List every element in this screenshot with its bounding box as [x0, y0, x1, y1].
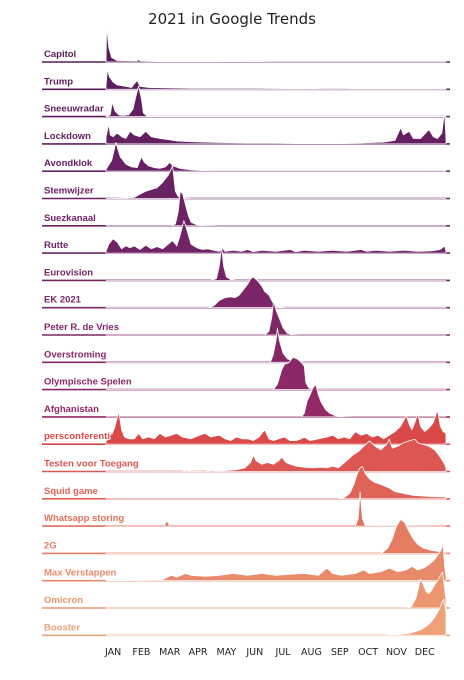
row-afghanistan: Afghanistan — [42, 384, 450, 418]
label-stemwijzer: Stemwijzer — [44, 186, 94, 197]
month-label-jun: JUN — [245, 647, 263, 658]
label-overstroming: Overstroming — [44, 349, 106, 360]
row-suezkanaal: Suezkanaal — [42, 191, 450, 227]
row-max-verstappen: Max Verstappen — [42, 544, 450, 582]
row-overstroming: Overstroming — [42, 327, 450, 364]
month-label-jul: JUL — [275, 647, 292, 658]
area-omicron — [105, 571, 447, 609]
row-rutte: Rutte — [42, 220, 450, 254]
label-suezkanaal: Suezkanaal — [44, 213, 96, 224]
row-capitol: Capitol — [42, 25, 450, 63]
area-whatsapp-storing — [105, 491, 447, 527]
row-trump: Trump — [42, 69, 450, 91]
month-label-nov: NOV — [386, 647, 407, 658]
row-booster: Booster — [42, 598, 450, 637]
row-2g: 2G — [42, 518, 450, 555]
label-max-verstappen: Max Verstappen — [44, 568, 117, 579]
area-eurovision — [105, 245, 447, 281]
area-persconferentie — [105, 409, 447, 445]
label-eurovision: Eurovision — [44, 267, 93, 278]
chart-title: 2021 in Google Trends — [148, 10, 316, 28]
label-persconferentie: persconferentie — [44, 431, 115, 442]
label-whatsapp-storing: Whatsapp storing — [44, 513, 124, 524]
area-peter-r-de-vries — [105, 300, 447, 336]
area-rutte — [105, 220, 447, 254]
area-stemwijzer — [105, 165, 447, 199]
row-whatsapp-storing: Whatsapp storing — [42, 491, 450, 527]
row-sneeuwradar: Sneeuwradar — [42, 85, 450, 118]
label-peter-r-de-vries: Peter R. de Vries — [44, 322, 119, 333]
area-lockdown — [105, 111, 447, 145]
area-olympische-spelen — [105, 356, 447, 390]
row-testen-voor-toegang: Testen voor Toegang — [42, 438, 450, 473]
label-lockdown: Lockdown — [44, 131, 91, 142]
month-label-aug: AUG — [301, 647, 322, 658]
label-ek-2021: EK 2021 — [44, 295, 82, 306]
label-2g: 2G — [44, 540, 57, 551]
label-capitol: Capitol — [44, 49, 76, 60]
month-label-dec: DEC — [415, 647, 435, 658]
row-omicron: Omicron — [42, 571, 450, 609]
area-capitol — [105, 25, 447, 63]
area-suezkanaal — [105, 191, 447, 227]
area-overstroming — [105, 327, 447, 363]
area-squid-game — [105, 466, 447, 500]
area-booster — [105, 598, 447, 636]
ridgeline-rows: Capitol Trump Sneeuwradar Lockdown Avondklok… — [42, 25, 450, 637]
row-avondklok: Avondklok — [42, 142, 450, 172]
label-afghanistan: Afghanistan — [44, 404, 99, 415]
area-testen-voor-toegang — [105, 438, 447, 472]
label-omicron: Omicron — [44, 595, 83, 606]
area-max-verstappen — [105, 544, 447, 582]
row-squid-game: Squid game — [42, 466, 450, 500]
label-testen-voor-toegang: Testen voor Toegang — [44, 459, 139, 470]
month-label-feb: FEB — [132, 647, 150, 658]
area-afghanistan — [105, 384, 447, 418]
month-label-sep: SEP — [331, 647, 349, 658]
row-ek-2021: EK 2021 — [42, 276, 450, 309]
area-2g — [105, 518, 447, 554]
label-trump: Trump — [44, 76, 73, 87]
label-avondklok: Avondklok — [44, 158, 93, 169]
row-eurovision: Eurovision — [42, 245, 450, 282]
month-axis-labels: JAN FEB MAR APR MAY JUN JUL AUG SEP OCT NOV DEC — [104, 647, 435, 658]
row-persconferentie: persconferentie — [42, 409, 450, 446]
month-label-jan: JAN — [104, 647, 121, 658]
label-sneeuwradar: Sneeuwradar — [44, 104, 104, 115]
label-olympische-spelen: Olympische Spelen — [44, 377, 132, 388]
label-rutte: Rutte — [44, 240, 68, 251]
month-label-may: MAY — [217, 647, 237, 658]
row-peter-r-de-vries: Peter R. de Vries — [42, 300, 450, 336]
area-avondklok — [105, 142, 447, 172]
month-label-apr: APR — [189, 647, 208, 658]
area-trump — [105, 69, 447, 90]
row-olympische-spelen: Olympische Spelen — [42, 356, 450, 391]
area-sneeuwradar — [105, 85, 447, 117]
row-lockdown: Lockdown — [42, 111, 450, 145]
month-label-mar: MAR — [159, 647, 181, 658]
row-stemwijzer: Stemwijzer — [42, 165, 450, 200]
label-squid-game: Squid game — [44, 486, 98, 497]
month-label-oct: OCT — [358, 647, 378, 658]
label-booster: Booster — [44, 622, 80, 633]
area-ek-2021 — [105, 276, 447, 309]
